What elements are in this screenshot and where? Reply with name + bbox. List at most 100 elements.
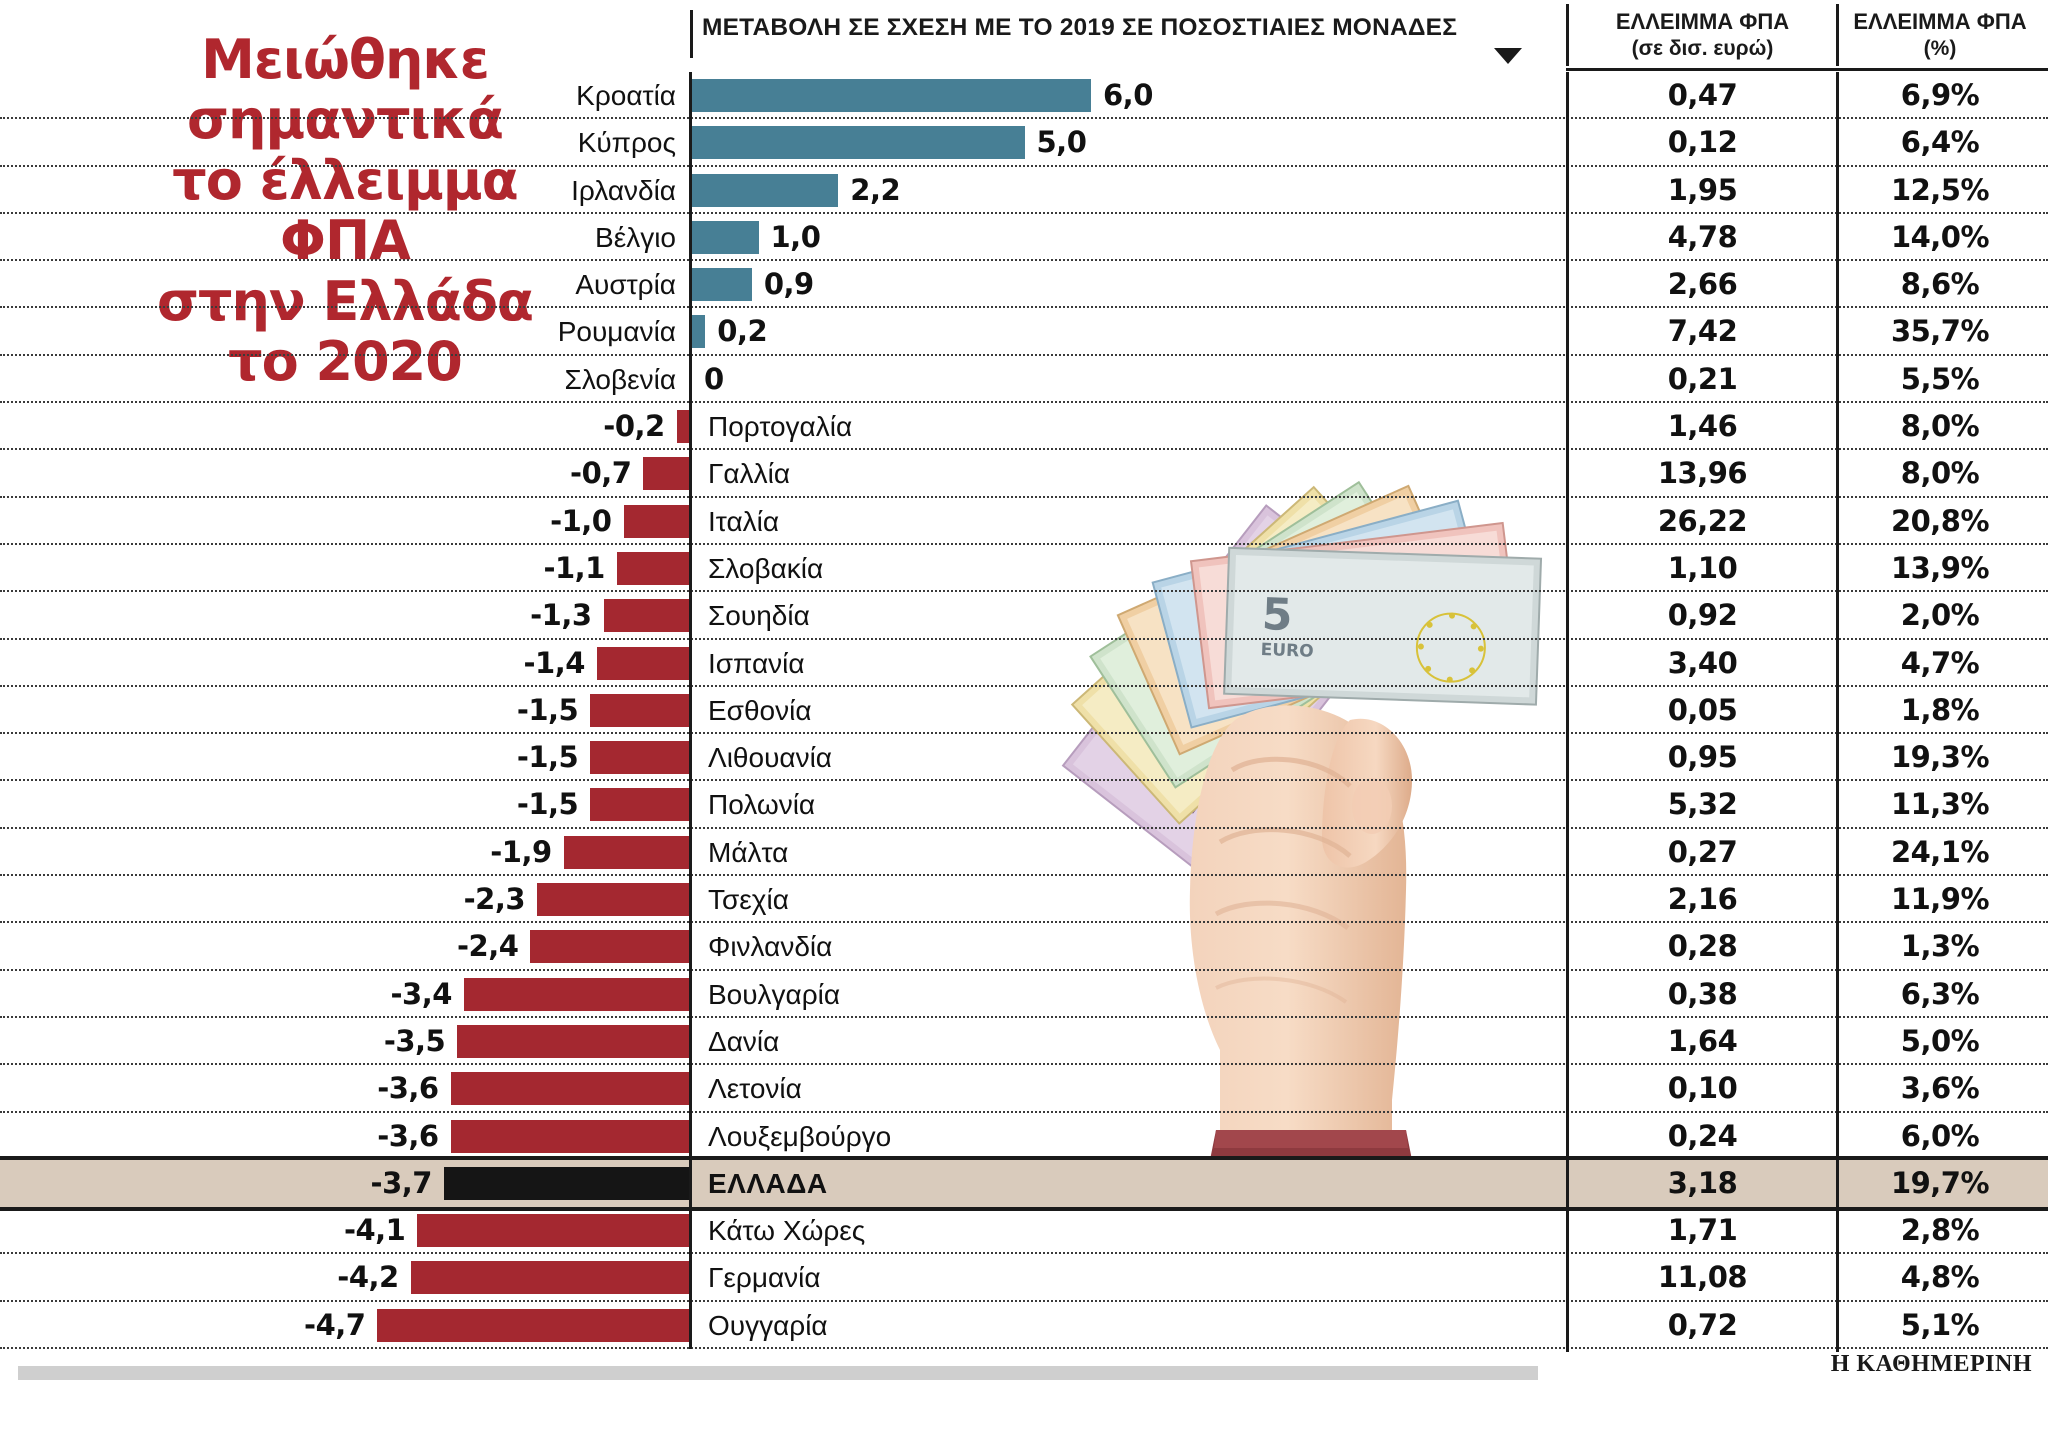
table-row: -2,4 Φινλανδία 0,28 1,3% bbox=[0, 923, 2048, 971]
cell-vat-gap-pct: 4,7% bbox=[1900, 645, 1980, 680]
table-row: -0,7 Γαλλία 13,96 8,0% bbox=[0, 450, 2048, 498]
table-row: -1,5 Πολωνία 5,32 11,3% bbox=[0, 781, 2048, 829]
bar-value-label: -3,6 bbox=[377, 1071, 439, 1106]
bar-value-label: 2,2 bbox=[850, 172, 901, 207]
bar-negative bbox=[410, 1261, 690, 1295]
row-gridline bbox=[0, 637, 2048, 640]
row-gridline bbox=[0, 921, 2048, 924]
table-row: -3,5 Δανία 1,64 5,0% bbox=[0, 1017, 2048, 1066]
cell-vat-gap-eur: 1,10 bbox=[1667, 550, 1738, 585]
country-label: Σλοβενία bbox=[564, 363, 676, 395]
cell-vat-gap-pct: 11,9% bbox=[1890, 882, 1990, 917]
footer-rule bbox=[18, 1366, 1538, 1380]
bar-value-label: -1,3 bbox=[530, 598, 592, 633]
cell-vat-gap-eur: 0,72 bbox=[1667, 1307, 1738, 1342]
cell-vat-gap-eur: 0,05 bbox=[1667, 692, 1738, 727]
page-title-line: ΦΠΑ bbox=[280, 209, 411, 273]
country-label: Ρουμανία bbox=[557, 316, 676, 348]
bar-negative bbox=[596, 646, 690, 680]
bar-value-label: -1,5 bbox=[516, 787, 579, 822]
country-label: Λιθουανία bbox=[708, 742, 832, 774]
table-row: -1,5 Εσθονία 0,05 1,8% bbox=[0, 686, 2048, 735]
zero-axis-line bbox=[689, 1301, 692, 1350]
bar-positive bbox=[692, 79, 1091, 112]
bar-value-label: 0 bbox=[704, 361, 724, 396]
bar-value-label: 5,0 bbox=[1036, 125, 1087, 160]
cell-vat-gap-eur: 26,22 bbox=[1657, 503, 1748, 538]
cell-vat-gap-pct: 2,0% bbox=[1900, 598, 1980, 633]
cell-vat-gap-eur: 0,10 bbox=[1667, 1071, 1738, 1106]
row-gridline bbox=[0, 779, 2048, 782]
page-title-line: σημαντικά bbox=[186, 88, 504, 152]
zero-axis-line bbox=[689, 639, 692, 687]
cell-vat-gap-eur: 0,92 bbox=[1667, 598, 1738, 633]
row-gridline bbox=[0, 1252, 2048, 1255]
bar-value-label: -3,6 bbox=[377, 1118, 439, 1153]
bar-value-label: -1,0 bbox=[550, 503, 612, 538]
zero-axis-line bbox=[689, 308, 692, 356]
bar-value-label: -0,2 bbox=[603, 409, 665, 444]
table-row: -3,4 Βουλγαρία 0,38 6,3% bbox=[0, 970, 2048, 1018]
cell-vat-gap-pct: 6,4% bbox=[1900, 125, 1980, 160]
table-row: -1,4 Ισπανία 3,40 4,7% bbox=[0, 639, 2048, 687]
table-row: -3,6 Λετονία 0,10 3,6% bbox=[0, 1065, 2048, 1113]
table-row: -2,3 Τσεχία 2,16 11,9% bbox=[0, 876, 2048, 924]
table-row: 0,9 Αυστρία 2,66 8,6% bbox=[0, 261, 2048, 309]
cell-vat-gap-eur: 3,40 bbox=[1667, 645, 1738, 680]
bar-negative bbox=[537, 883, 690, 917]
bar-value-label: -3,7 bbox=[370, 1165, 433, 1200]
bar-value-label: 6,0 bbox=[1103, 78, 1153, 112]
bar-value-label: -1,9 bbox=[490, 834, 552, 869]
table-row: -4,7 Ουγγαρία 0,72 5,1% bbox=[0, 1301, 2048, 1350]
row-gridline bbox=[0, 306, 2048, 309]
country-label: Γαλλία bbox=[708, 458, 791, 490]
bar-negative bbox=[530, 930, 690, 964]
highlight-row-background bbox=[0, 1159, 2048, 1208]
cell-vat-gap-pct: 13,9% bbox=[1890, 550, 1990, 585]
cell-vat-gap-eur: 4,78 bbox=[1667, 219, 1738, 254]
page-title-line: στην Ελλάδα bbox=[156, 269, 534, 333]
bar-value-label: -3,5 bbox=[383, 1023, 446, 1058]
cell-vat-gap-eur: 0,21 bbox=[1667, 361, 1738, 396]
highlight-row-top-rule bbox=[0, 1155, 2048, 1160]
zero-axis-line bbox=[689, 166, 692, 214]
axis-header-rule bbox=[690, 10, 693, 58]
cell-vat-gap-eur: 1,71 bbox=[1667, 1213, 1738, 1248]
zero-axis-line bbox=[689, 970, 692, 1018]
cell-vat-gap-eur: 0,47 bbox=[1667, 78, 1738, 112]
zero-axis-line bbox=[689, 261, 692, 309]
zero-axis-line bbox=[689, 1254, 692, 1302]
country-label: Λουξεμβούργο bbox=[708, 1120, 892, 1152]
row-gridline bbox=[0, 968, 2048, 971]
table-row: 6,0 Κροατία 0,47 6,9% bbox=[0, 72, 2048, 120]
zero-axis-line bbox=[689, 923, 692, 971]
row-gridline bbox=[0, 542, 2048, 545]
cell-vat-gap-pct: 8,0% bbox=[1900, 409, 1980, 444]
zero-axis-line bbox=[689, 119, 692, 167]
column-header-vat-gap-eur-line2: (σε δισ. ευρώ) bbox=[1631, 36, 1774, 60]
table-row: 0,2 Ρουμανία 7,42 35,7% bbox=[0, 308, 2048, 356]
column-header-vat-gap-eur: ΕΛΛΕΙΜΜΑ ΦΠΑ (σε δισ. ευρώ) bbox=[1570, 8, 1835, 62]
cell-vat-gap-eur: 0,95 bbox=[1667, 740, 1738, 775]
bar-negative bbox=[450, 1072, 690, 1106]
cell-vat-gap-eur: 7,42 bbox=[1667, 314, 1738, 349]
row-gridline bbox=[0, 164, 2048, 167]
page-title-line: το έλλειμμα bbox=[172, 148, 518, 212]
cell-vat-gap-eur: 1,46 bbox=[1667, 409, 1738, 444]
zero-axis-line bbox=[689, 72, 692, 120]
cell-vat-gap-eur: 1,64 bbox=[1667, 1023, 1738, 1058]
country-label: Αυστρία bbox=[575, 269, 676, 301]
country-label: Βέλγιο bbox=[595, 221, 676, 253]
table-row: -1,3 Σουηδία 0,92 2,0% bbox=[0, 592, 2048, 640]
bar-negative bbox=[563, 835, 690, 869]
highlight-row-bottom-rule bbox=[0, 1207, 2048, 1212]
bar-negative bbox=[603, 599, 690, 633]
column-header-change: ΜΕΤΑΒΟΛΗ ΣΕ ΣΧΕΣΗ ΜΕ ΤΟ 2019 ΣΕ ΠΟΣΟΣΤΙΑ… bbox=[702, 14, 1458, 41]
table-divider-eur bbox=[1566, 72, 1569, 1352]
bar-negative bbox=[676, 410, 690, 444]
country-label: Σλοβακία bbox=[708, 552, 824, 584]
bar-positive bbox=[692, 268, 752, 302]
cell-vat-gap-eur: 0,12 bbox=[1667, 125, 1738, 160]
table-row: 5,0 Κύπρος 0,12 6,4% bbox=[0, 119, 2048, 167]
country-label: Ιρλανδία bbox=[571, 174, 676, 206]
